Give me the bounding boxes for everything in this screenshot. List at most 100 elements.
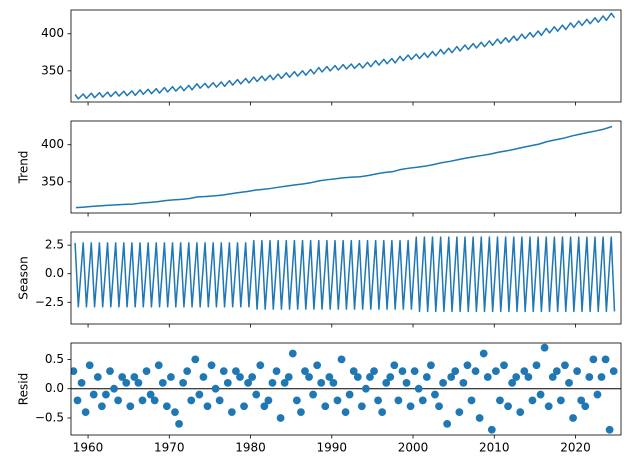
data-point (382, 378, 391, 387)
data-point (439, 378, 447, 387)
data-point (175, 419, 183, 428)
x-tick-label: 1990 (317, 441, 348, 455)
data-point (569, 414, 577, 422)
data-point (398, 367, 407, 376)
data-point (134, 378, 143, 387)
data-point (548, 373, 557, 381)
data-point (552, 367, 561, 376)
data-point (244, 378, 253, 387)
data-point (305, 373, 313, 381)
data-point (524, 373, 533, 381)
data-point (276, 414, 285, 422)
data-point (357, 402, 366, 411)
data-point (71, 367, 78, 376)
data-point (179, 378, 188, 387)
data-point (150, 396, 159, 405)
data-point (345, 390, 354, 399)
data-point (496, 396, 504, 405)
data-point (520, 367, 529, 376)
data-point (390, 361, 399, 370)
data-point (232, 367, 240, 376)
data-point (203, 402, 212, 411)
data-point (459, 378, 468, 387)
data-point (77, 378, 86, 387)
data-point (211, 384, 220, 393)
data-point (418, 396, 427, 405)
data-point (118, 373, 127, 381)
data-point (325, 373, 334, 381)
axes-frame (70, 231, 622, 325)
data-point (353, 373, 362, 381)
axes-frame (70, 342, 622, 436)
data-point (297, 408, 305, 417)
y-tick-label: 350 (41, 63, 64, 77)
data-point (317, 378, 326, 387)
data-point (508, 378, 517, 387)
x-tick-label: 1960 (73, 441, 104, 455)
data-point (532, 361, 541, 370)
data-line (74, 12, 616, 100)
y-tick-label: 0.0 (45, 381, 64, 395)
data-point (378, 408, 387, 417)
data-point (467, 396, 476, 405)
data-point (280, 378, 289, 387)
data-point (284, 373, 293, 381)
data-point (154, 361, 163, 370)
data-point (106, 367, 114, 376)
data-point (337, 355, 346, 364)
y-tick-label: 0.0 (45, 266, 64, 280)
y-tick-label: 400 (41, 137, 64, 151)
data-point (463, 361, 472, 370)
data-point (329, 378, 338, 387)
data-point (309, 390, 317, 399)
data-point (227, 408, 236, 417)
data-point (264, 396, 273, 405)
data-point (85, 361, 94, 370)
data-point (491, 367, 500, 376)
data-point (556, 396, 565, 405)
data-point (138, 396, 147, 405)
data-point (402, 378, 411, 387)
data-point (248, 373, 257, 381)
data-point (487, 425, 496, 434)
data-point (528, 396, 537, 405)
data-point (260, 402, 269, 411)
data-point (93, 373, 102, 381)
data-point (73, 396, 82, 405)
y-axis-label: Resid (17, 373, 31, 405)
data-point (435, 402, 443, 411)
data-point (81, 408, 90, 417)
data-point (268, 378, 277, 387)
data-point (500, 361, 508, 370)
data-point (483, 373, 492, 381)
y-tick-label: −0.5 (35, 411, 64, 425)
data-point (142, 367, 151, 376)
data-point (110, 384, 118, 393)
data-point (183, 367, 192, 376)
data-point (321, 402, 330, 411)
x-tick-label: 1970 (154, 441, 185, 455)
data-point (146, 390, 155, 399)
data-point (97, 402, 106, 411)
data-point (447, 373, 456, 381)
data-point (370, 367, 378, 376)
data-point (426, 361, 435, 370)
data-point (272, 367, 281, 376)
data-point (288, 349, 297, 358)
data-point (341, 408, 350, 417)
data-point (240, 402, 248, 411)
y-tick-label: 0.5 (45, 352, 64, 366)
data-point (597, 373, 606, 381)
data-point (589, 355, 598, 364)
data-point (561, 361, 569, 370)
data-point (601, 355, 610, 364)
x-tick-label: 1980 (235, 441, 266, 455)
x-tick-label: 2000 (398, 441, 429, 455)
data-point (349, 367, 358, 376)
data-point (406, 402, 415, 411)
data-point (585, 373, 594, 381)
data-point (158, 378, 167, 387)
data-point (414, 384, 423, 393)
data-point (215, 396, 224, 405)
